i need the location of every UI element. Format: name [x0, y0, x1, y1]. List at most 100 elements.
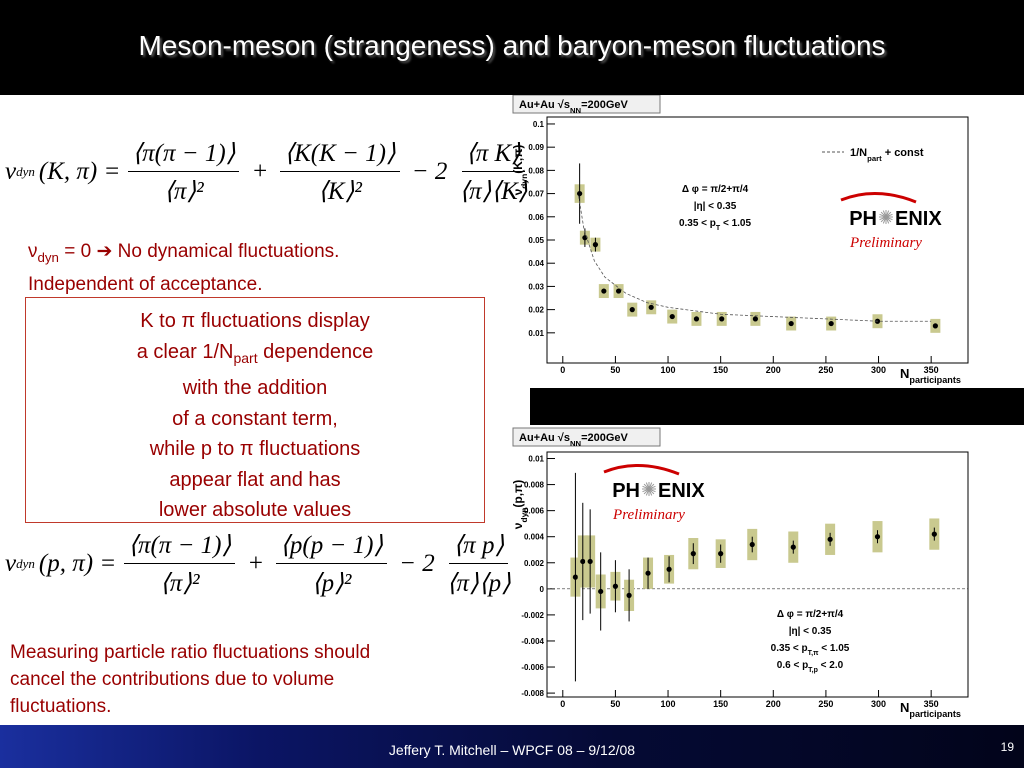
y-tick-label: 0.004 — [524, 533, 545, 542]
plot-frame — [546, 451, 969, 698]
y-tick-label: 0.002 — [524, 559, 545, 568]
data-point — [626, 592, 632, 598]
x-tick-label: 350 — [924, 699, 939, 709]
chart: Au+Au √sNN=200GeV 0 50 100 150 200 250 300 350 0.… — [511, 94, 969, 385]
data-point — [790, 544, 796, 550]
data-point — [577, 190, 583, 197]
footer: Jeffery T. Mitchell – WPCF 08 – 9/12/08 … — [0, 725, 1024, 768]
bottom-text: Measuring particle ratio fluctuations sh… — [10, 639, 370, 720]
formula-subscript: dyn — [16, 556, 35, 571]
subscript: participants — [909, 709, 961, 719]
text-segment: |η| < 0.35 — [694, 201, 737, 212]
text-line: a clear 1/Npart dependence — [26, 337, 484, 374]
subscript: dyn — [37, 249, 59, 265]
fit-line — [578, 195, 932, 322]
slide-title: Meson-meson (strangeness) and baryon-mes… — [138, 30, 886, 61]
y-tick-label: 0.05 — [528, 236, 544, 245]
data-point — [874, 534, 881, 540]
text-line: Measuring particle ratio fluctuations sh… — [10, 642, 371, 663]
text-line: νdyn = 0 ➔ No dynamical fluctuations. — [28, 238, 339, 271]
numerator: ⟨π p⟩ — [449, 530, 509, 564]
fraction: ⟨p(p − 1)⟩ ⟨p⟩² — [276, 530, 388, 598]
fraction: ⟨π K⟩ ⟨π⟩⟨K⟩ — [459, 138, 527, 206]
text-segment: ν — [511, 522, 525, 529]
denominator: ⟨π⟩⟨p⟩ — [446, 570, 511, 597]
logo-swoosh — [840, 191, 917, 204]
numerator: ⟨K(K − 1)⟩ — [280, 138, 400, 172]
y-tick-label: 0.08 — [528, 166, 544, 175]
data-point — [666, 566, 672, 572]
data-point — [612, 583, 619, 589]
x-tick-label: 200 — [766, 699, 781, 709]
text-segment: = 0 ➔ No dynamical fluctuations. — [58, 241, 340, 262]
formula-symbol: ν — [5, 158, 17, 185]
x-tick-label: 150 — [713, 365, 728, 375]
y-tick-label: 0.006 — [524, 507, 545, 516]
data-point — [749, 541, 755, 548]
x-axis-label: Nparticipants — [900, 366, 961, 385]
data-point — [827, 536, 833, 542]
x-tick-label: 250 — [818, 699, 833, 709]
logo-right: ENIX — [658, 480, 705, 502]
text-segment: 0.35 < p — [679, 218, 716, 229]
text-segment: 0.35 < p — [771, 643, 808, 654]
y-axis-label: νdyn(p,π) — [511, 480, 529, 529]
y-tick-label: 0.04 — [528, 259, 544, 268]
data-point — [598, 588, 604, 595]
text-segment: < 1.05 — [720, 218, 751, 229]
denominator: ⟨K⟩² — [318, 178, 362, 205]
data-point — [719, 316, 725, 322]
data-point — [648, 304, 654, 310]
formula-operator: − 2 — [399, 550, 435, 577]
subscript: T — [716, 225, 721, 232]
fraction: ⟨K(K − 1)⟩ ⟨K⟩² — [280, 138, 400, 206]
denominator: ⟨π⟩² — [159, 570, 200, 597]
y-tick-label: 0.09 — [528, 143, 544, 152]
annotation: 0.6 < pT,p < 2.0 — [777, 660, 844, 674]
y-tick-label: -0.004 — [521, 637, 544, 646]
subscript: dyn — [519, 174, 529, 189]
data-point — [693, 316, 700, 322]
fraction: ⟨π(π − 1)⟩ ⟨π⟩² — [124, 530, 236, 598]
x-tick-label: 250 — [818, 365, 833, 375]
text-segment: 1/N — [850, 147, 867, 159]
denominator: ⟨π⟩² — [164, 178, 204, 205]
title-bar: Meson-meson (strangeness) and baryon-mes… — [0, 0, 1024, 95]
text-line: lower absolute values — [158, 499, 352, 521]
text-segment: (p,π) — [511, 480, 525, 508]
text-segment: (K,π) — [511, 145, 525, 174]
data-point — [752, 316, 758, 322]
subscript: NN — [570, 439, 582, 448]
formula-symbol: ν — [5, 550, 17, 577]
logo-star — [879, 213, 893, 221]
y-tick-label: 0.06 — [528, 213, 544, 222]
y-tick-label: 0.01 — [528, 455, 544, 464]
data-point — [587, 558, 593, 565]
y-tick-label: 0.07 — [528, 190, 544, 199]
text-line: cancel the contributions due to volume — [10, 669, 335, 690]
x-tick-label: 50 — [610, 365, 620, 375]
data-point — [690, 551, 696, 557]
y-tick-label: -0.006 — [521, 663, 544, 672]
text-segment: Au+Au √s — [519, 432, 570, 444]
logo-tag: Preliminary — [849, 235, 922, 251]
fraction: ⟨π(π − 1)⟩ ⟨π⟩² — [128, 138, 240, 206]
subscript: part — [867, 154, 882, 163]
chart-header-box — [512, 427, 661, 447]
formula-operator: + — [251, 158, 269, 185]
formula-subscript: dyn — [16, 164, 35, 179]
data-point — [572, 574, 579, 580]
x-axis-label: Nparticipants — [900, 700, 961, 719]
annotation: Δ φ = π/2+π/4 — [682, 184, 749, 195]
denominator: ⟨p⟩² — [311, 570, 352, 597]
x-tick-label: 100 — [661, 699, 676, 709]
subscript: T,π — [808, 650, 819, 657]
subscript: dyn — [519, 508, 529, 523]
text-segment: a clear 1/N — [136, 340, 234, 363]
text-line: K to π fluctuations display — [140, 310, 370, 332]
text-segment: ν — [28, 241, 38, 262]
y-tick-label: -0.008 — [521, 689, 544, 698]
data-point — [718, 551, 724, 557]
